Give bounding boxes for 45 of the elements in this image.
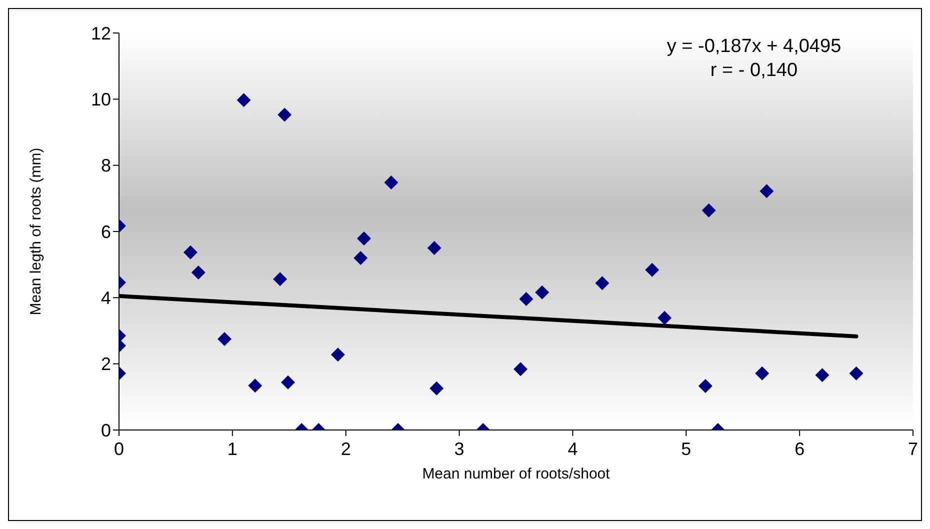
point [183,245,198,260]
point [430,381,444,396]
x-tick-label: 6 [794,438,805,459]
point [519,292,534,306]
y-tick-label: 12 [90,23,111,44]
point [514,362,528,376]
point [755,366,770,380]
point [191,266,206,280]
x-axis-title: Mean number of roots/shoot [422,466,611,483]
point [760,184,774,198]
point [658,310,672,325]
x-tick-label: 4 [568,438,578,459]
y-tick-label: 6 [100,222,111,242]
point [849,366,864,380]
point [278,108,292,122]
point [281,375,296,390]
point [248,378,262,393]
y-axis-title: Mean legth of roots (mm) [27,148,44,316]
point [354,250,368,265]
point [236,93,251,108]
x-tick-label: 2 [340,438,351,459]
point [535,285,550,300]
y-tick-label: 8 [100,156,111,176]
x-tick-label: 5 [681,438,692,459]
point [595,276,610,290]
y-tick-label: 10 [90,90,111,110]
point [384,176,398,190]
point [217,332,232,346]
point [815,368,830,382]
point [698,379,712,393]
y-tick-label: 4 [100,288,111,308]
point [273,272,288,286]
y-tick-label: 0 [100,420,111,440]
point [427,241,442,256]
x-tick-label: 0 [114,438,124,459]
x-tick-label: 7 [908,438,918,459]
x-tick-label: 1 [227,438,238,459]
y-tick-label: 2 [100,354,111,374]
x-tick-label: 3 [454,438,464,459]
point [702,203,716,218]
annotation: y = -0,187x + 4,0495 [666,35,842,59]
point [645,262,660,277]
point [357,231,372,246]
annotation: r = - 0,140 [709,59,799,83]
point [330,348,345,362]
